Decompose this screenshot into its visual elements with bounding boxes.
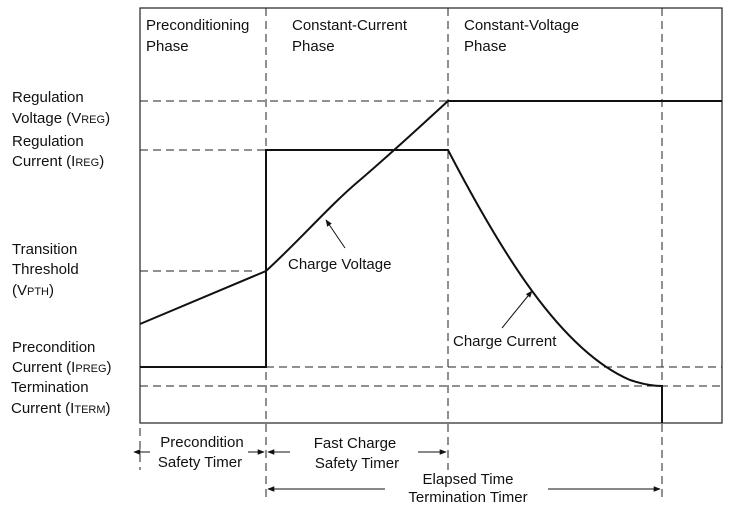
- label-vpth: Transition Threshold (VPTH): [12, 241, 79, 299]
- precondition-timer-line1: Precondition: [160, 434, 243, 451]
- phase-cc-line1: Constant-Current: [292, 17, 408, 34]
- svg-text:Termination: Termination: [11, 379, 89, 396]
- svg-text:Precondition: Precondition: [12, 339, 95, 356]
- label-iterm: Termination Current (ITERM): [11, 379, 111, 417]
- svg-text:(VPTH): (VPTH): [12, 282, 54, 299]
- svg-text:Regulation: Regulation: [12, 133, 84, 150]
- charge-current-curve: [140, 149, 663, 423]
- svg-text:Current (IREG): Current (IREG): [12, 153, 104, 170]
- charge-current-label: Charge Current: [453, 333, 557, 350]
- svg-text:Threshold: Threshold: [12, 261, 79, 278]
- phase-precondition-line1: Preconditioning: [146, 17, 249, 34]
- phase-precondition-line2: Phase: [146, 38, 189, 55]
- svg-text:Voltage (VREG): Voltage (VREG): [12, 110, 110, 127]
- svg-text:Current (ITERM): Current (ITERM): [11, 400, 111, 417]
- termination-timer-line1: Elapsed Time: [423, 471, 514, 488]
- charge-current-arrow: [501, 290, 533, 329]
- charge-voltage-label: Charge Voltage: [288, 256, 391, 273]
- label-vreg: Regulation Voltage (VREG): [12, 89, 110, 127]
- plot-frame: [139, 7, 723, 424]
- label-ireg: Regulation Current (IREG): [12, 133, 104, 170]
- charge-voltage-arrow: [325, 219, 346, 249]
- phase-cc-line2: Phase: [292, 38, 335, 55]
- termination-timer-line2: Termination Timer: [408, 489, 527, 505]
- svg-text:Transition: Transition: [12, 241, 77, 258]
- precondition-timer-line2: Safety Timer: [158, 454, 242, 471]
- svg-text:Regulation: Regulation: [12, 89, 84, 106]
- fast-charge-timer-line1: Fast Charge: [314, 435, 397, 452]
- charge-voltage-curve: [139, 100, 722, 325]
- svg-text:Current (IPREG): Current (IPREG): [12, 359, 112, 376]
- label-ipreg: Precondition Current (IPREG): [12, 339, 112, 376]
- phase-cv-line2: Phase: [464, 38, 507, 55]
- fast-charge-timer-line2: Safety Timer: [315, 455, 399, 472]
- phase-cv-line1: Constant-Voltage: [464, 17, 579, 34]
